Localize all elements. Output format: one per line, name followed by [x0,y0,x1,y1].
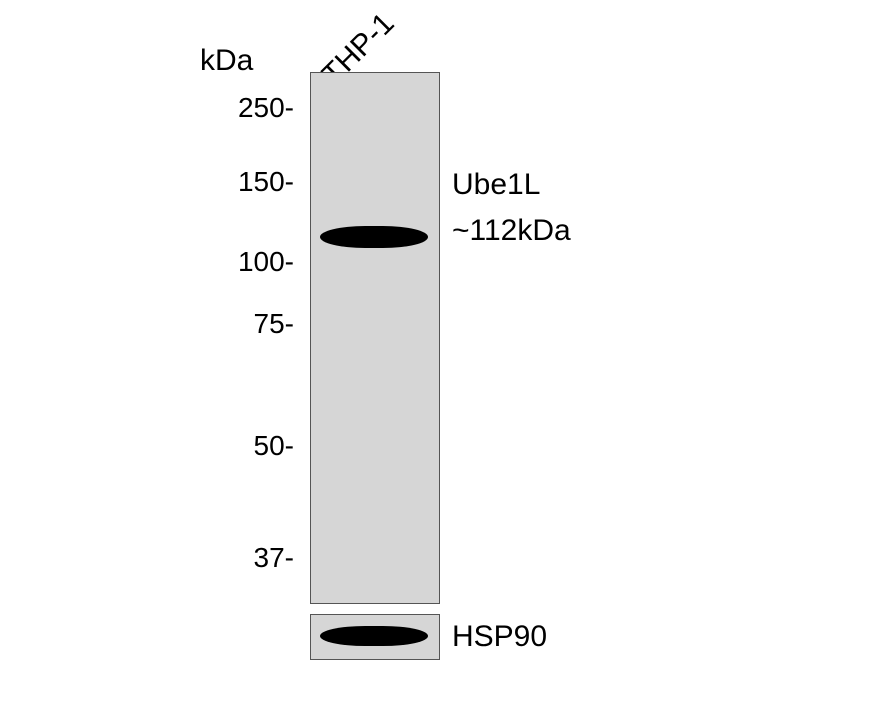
kda-header: kDa [200,44,253,78]
mw-label: 37- [214,542,294,574]
main-lane [310,72,440,604]
mw-label: 250- [214,92,294,124]
mw-label: 50- [214,430,294,462]
loading-control-label: HSP90 [452,620,547,654]
band-size-label: ~112kDa [452,214,571,248]
western-blot-figure: kDa THP-1 250-150-100-75-50-37- Ube1L ~1… [0,0,888,710]
mw-label: 150- [214,166,294,198]
loading-band [320,626,428,646]
mw-label: 75- [214,308,294,340]
mw-label: 100- [214,246,294,278]
protein-name-label: Ube1L [452,168,540,202]
main-band [320,226,428,248]
